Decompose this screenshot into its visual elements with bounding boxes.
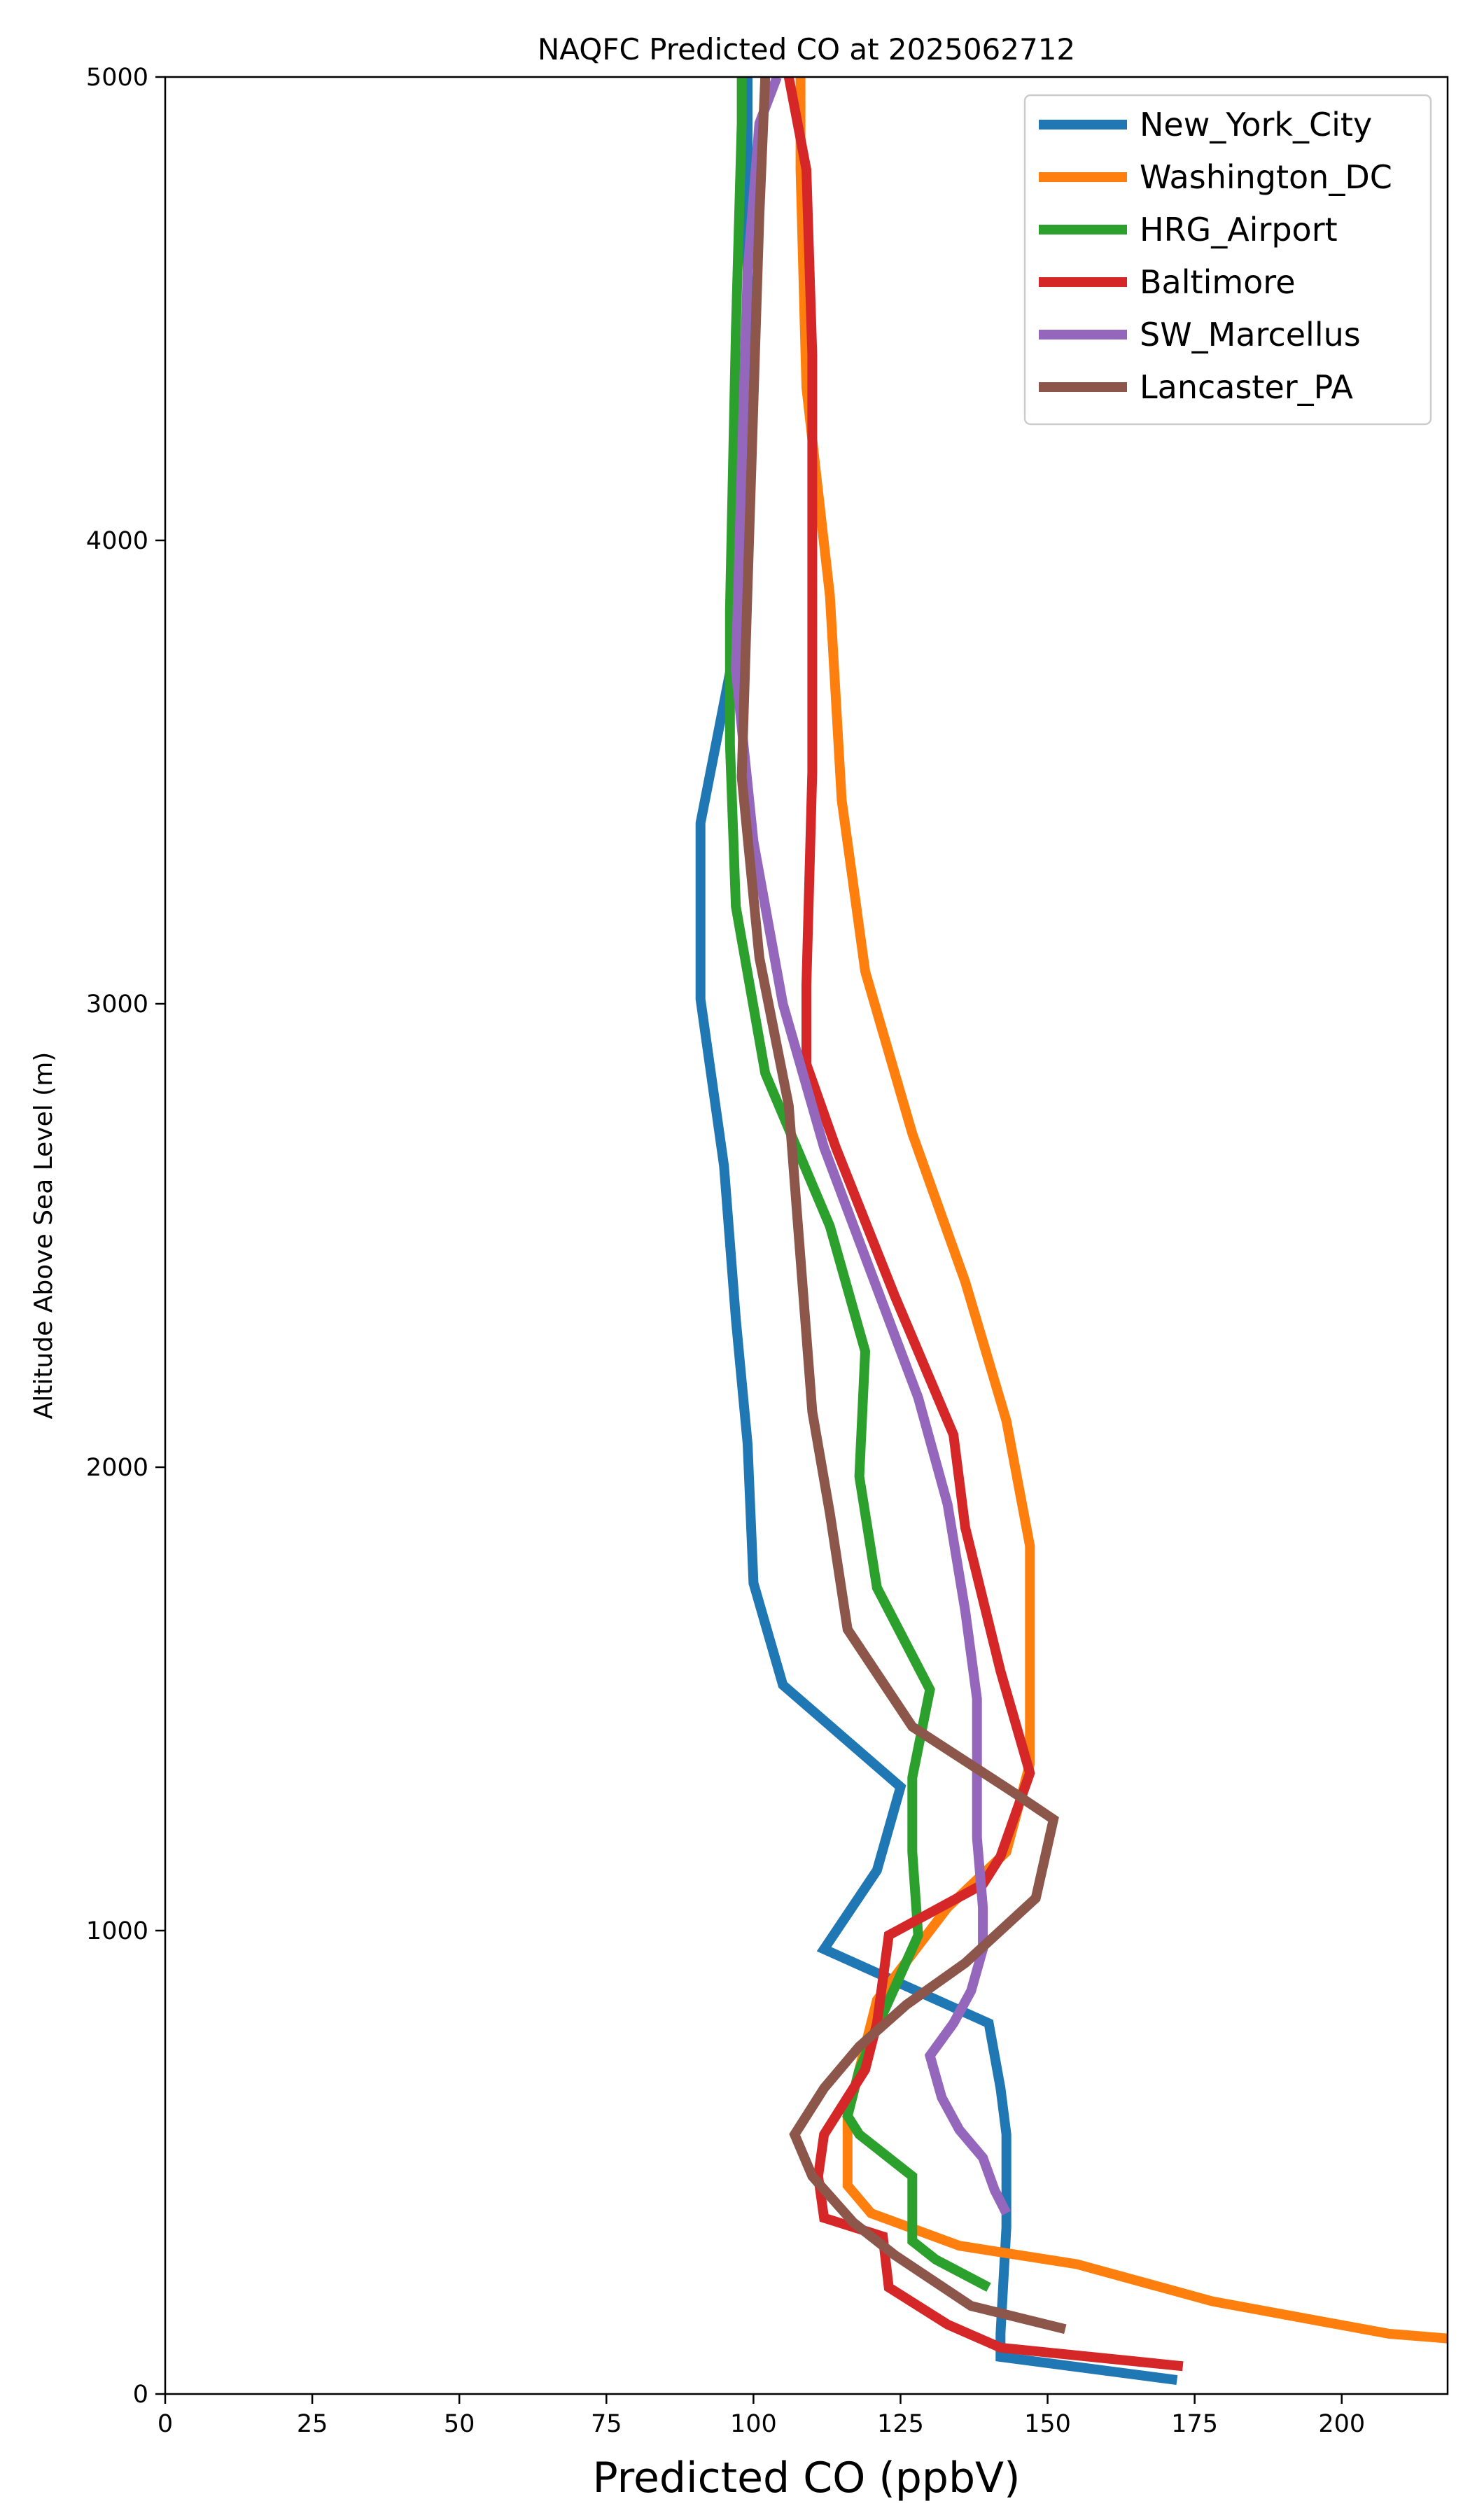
series-line-hrg-airport xyxy=(724,77,991,2292)
chart-title: NAQFC Predicted CO at 2025062712 xyxy=(538,32,1075,66)
series-line-new-york-city xyxy=(695,77,1178,2386)
x-axis-label: Predicted CO (ppbV) xyxy=(592,2454,1020,2502)
legend-label: Lancaster_PA xyxy=(1140,368,1353,406)
y-axis-label: Altitude Above Sea Level (m) xyxy=(29,1052,58,1420)
y-tick-label: 3000 xyxy=(86,990,148,1018)
x-tick-label: 150 xyxy=(1024,2410,1071,2438)
y-tick-label: 0 xyxy=(133,2381,148,2409)
y-tick-label: 1000 xyxy=(86,1917,148,1945)
plot-frame xyxy=(164,76,1449,2395)
x-tick-label: 100 xyxy=(730,2410,777,2438)
y-tick-label: 5000 xyxy=(86,64,148,92)
legend-label: Baltimore xyxy=(1140,263,1296,301)
x-tick-label: 75 xyxy=(591,2410,622,2438)
x-axis: 0 25 50 75 100 125 150 175 200 xyxy=(158,2394,1365,2438)
x-tick-label: 175 xyxy=(1171,2410,1218,2438)
legend-label: SW_Marcellus xyxy=(1140,316,1361,354)
legend-label: Washington_DC xyxy=(1140,158,1392,196)
y-axis: 0 1000 2000 3000 4000 5000 xyxy=(86,64,165,2409)
series-line-lancaster-pa xyxy=(736,77,1067,2334)
series-line-sw-marcellus xyxy=(731,77,1011,2216)
legend-label: HRG_Airport xyxy=(1140,211,1338,248)
y-tick-label: 4000 xyxy=(86,527,148,555)
x-tick-label: 125 xyxy=(877,2410,924,2438)
x-tick-label: 0 xyxy=(158,2410,173,2438)
legend: New_York_City Washington_DC HRG_Airport Bal… xyxy=(1023,94,1432,426)
legend-label: New_York_City xyxy=(1140,106,1372,144)
x-tick-label: 25 xyxy=(297,2410,328,2438)
y-tick-label: 2000 xyxy=(86,1454,148,1482)
x-tick-label: 200 xyxy=(1318,2410,1365,2438)
x-tick-label: 50 xyxy=(444,2410,475,2438)
plot-area xyxy=(695,77,1448,2386)
